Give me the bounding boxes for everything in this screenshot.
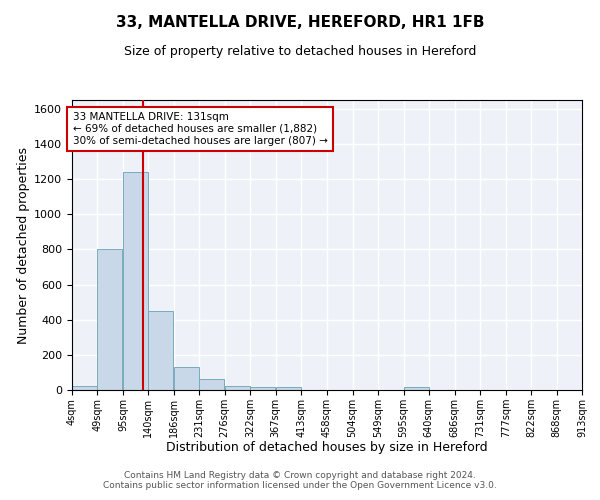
Y-axis label: Number of detached properties: Number of detached properties (17, 146, 30, 344)
Text: Size of property relative to detached houses in Hereford: Size of property relative to detached ho… (124, 45, 476, 58)
Bar (275, 388, 301, 390)
Bar (72, 386, 97, 390)
Bar (97, 250, 122, 390)
Text: 33, MANTELLA DRIVE, HEREFORD, HR1 1FB: 33, MANTELLA DRIVE, HEREFORD, HR1 1FB (116, 15, 484, 30)
Bar (224, 386, 250, 390)
Bar (148, 311, 173, 390)
Bar (123, 172, 148, 390)
Text: 33 MANTELLA DRIVE: 131sqm
← 69% of detached houses are smaller (1,882)
30% of se: 33 MANTELLA DRIVE: 131sqm ← 69% of detac… (73, 112, 328, 146)
Text: Contains HM Land Registry data © Crown copyright and database right 2024.
Contai: Contains HM Land Registry data © Crown c… (103, 470, 497, 490)
X-axis label: Distribution of detached houses by size in Hereford: Distribution of detached houses by size … (166, 442, 488, 454)
Bar (199, 378, 224, 390)
Bar (250, 388, 275, 390)
Bar (174, 367, 199, 390)
Bar (404, 388, 428, 390)
